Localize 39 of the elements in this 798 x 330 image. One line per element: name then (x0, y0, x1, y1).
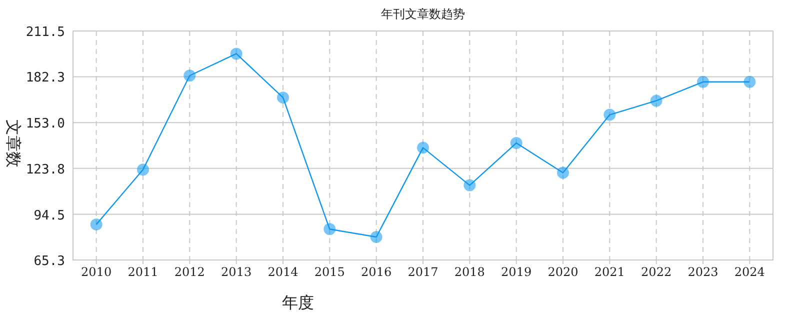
point (557, 166, 569, 179)
x-tick-label: 2012 (174, 265, 205, 279)
chart-title: 年刊文章数趋势 (381, 7, 465, 21)
point (230, 48, 242, 60)
x-tick-label: 2013 (221, 265, 252, 279)
x-tick-label: 2020 (548, 265, 578, 279)
x-tick-label: 2022 (641, 265, 672, 279)
x-tick-label: 2021 (594, 265, 625, 279)
y-tick-label: 65.3 (34, 254, 65, 269)
point (90, 218, 102, 230)
y-tick-label: 94.5 (34, 208, 65, 224)
x-tick-label: 2017 (408, 265, 438, 279)
x-tick-label: 2024 (734, 265, 766, 279)
x-tick-label: 2018 (454, 265, 485, 279)
y-axis-title: 文章数 (4, 120, 23, 168)
point (604, 108, 616, 121)
y-tick-label: 211.5 (26, 25, 65, 40)
point (417, 142, 429, 154)
point (650, 94, 662, 107)
x-tick-label: 2016 (361, 265, 392, 279)
y-tick-label: 123.8 (26, 162, 65, 178)
x-axis-title: 年度 (282, 293, 314, 312)
x-tick-label: 2023 (688, 265, 718, 279)
point (277, 92, 289, 104)
point (744, 76, 756, 88)
point (697, 76, 709, 88)
point (324, 223, 336, 236)
x-tick-label: 2014 (268, 265, 299, 279)
x-tick-label: 2010 (81, 265, 112, 279)
point (464, 179, 476, 192)
y-tick-label: 153.0 (26, 116, 65, 132)
x-tick-label: 2019 (501, 265, 532, 279)
point (137, 164, 149, 176)
y-tick-label: 182.3 (26, 70, 65, 86)
point (510, 136, 522, 149)
x-tick-label: 2015 (314, 265, 345, 279)
point (370, 230, 382, 243)
x-tick-label: 2011 (128, 265, 158, 279)
point (184, 70, 196, 82)
